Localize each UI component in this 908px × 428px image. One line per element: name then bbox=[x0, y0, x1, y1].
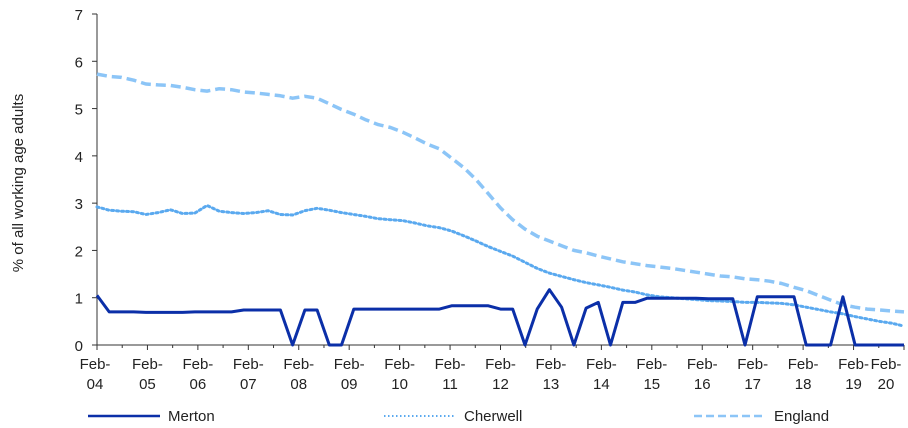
x-tick-label-month: Feb- bbox=[871, 356, 902, 373]
series-line-england bbox=[96, 72, 905, 314]
x-tick-label-year: 09 bbox=[341, 376, 358, 393]
x-tick-label-month: Feb- bbox=[838, 356, 869, 373]
y-tick-label: 7 bbox=[75, 7, 83, 24]
legend: Merton Cherwell England bbox=[88, 408, 829, 425]
x-tick-label-month: Feb- bbox=[435, 356, 466, 373]
y-tick-label: 1 bbox=[75, 291, 83, 308]
y-axis-title: % of all working age adults bbox=[10, 94, 27, 272]
legend-label-cherwell: Cherwell bbox=[464, 408, 522, 425]
x-tick-label-month: Feb- bbox=[132, 356, 163, 373]
x-tick-label-month: Feb- bbox=[586, 356, 617, 373]
x-tick-label-year: 06 bbox=[190, 376, 207, 393]
y-tick-label: 3 bbox=[75, 196, 83, 213]
series-layer bbox=[95, 72, 906, 347]
legend-label-merton: Merton bbox=[168, 408, 215, 425]
x-tick-label-year: 07 bbox=[240, 376, 257, 393]
x-tick-label-month: Feb- bbox=[384, 356, 415, 373]
x-tick-label-year: 05 bbox=[139, 376, 156, 393]
legend-label-england: England bbox=[774, 408, 829, 425]
x-tick-label-month: Feb- bbox=[737, 356, 768, 373]
x-tick-label-year: 19 bbox=[845, 376, 862, 393]
x-tick-label-year: 13 bbox=[543, 376, 560, 393]
x-tick-label-year: 18 bbox=[795, 376, 812, 393]
x-tick-label-month: Feb- bbox=[636, 356, 667, 373]
x-tick-label-year: 15 bbox=[643, 376, 660, 393]
x-tick-label-month: Feb- bbox=[80, 356, 111, 373]
x-tick-label-month: Feb- bbox=[485, 356, 516, 373]
y-tick-label: 4 bbox=[75, 149, 83, 166]
x-tick-label-year: 16 bbox=[694, 376, 711, 393]
x-tick-label-month: Feb- bbox=[233, 356, 264, 373]
y-tick-label: 0 bbox=[75, 338, 83, 355]
x-tick-label-month: Feb- bbox=[283, 356, 314, 373]
x-tick-label-month: Feb- bbox=[687, 356, 718, 373]
x-tick-label-month: Feb- bbox=[334, 356, 365, 373]
x-tick-label-year: 14 bbox=[593, 376, 610, 393]
x-tick-label-year: 11 bbox=[442, 376, 458, 393]
y-tick-label: 2 bbox=[75, 243, 83, 260]
x-tick-label-year: 17 bbox=[744, 376, 761, 393]
x-tick-label-month: Feb- bbox=[788, 356, 819, 373]
x-tick-label-year: 20 bbox=[878, 376, 895, 393]
series-line-merton bbox=[95, 288, 904, 347]
series-line-cherwell bbox=[95, 204, 906, 328]
x-tick-label-month: Feb- bbox=[182, 356, 213, 373]
x-tick-label-year: 10 bbox=[391, 376, 408, 393]
x-axis: Feb- 04 Feb- 05 Feb- 06 Feb- 07 Feb- 08 Feb- 09 Feb-… bbox=[80, 344, 905, 393]
x-tick-label-year: 04 bbox=[87, 376, 104, 393]
y-axis: 0 1 2 3 4 5 6 7 bbox=[75, 7, 98, 355]
y-tick-label: 5 bbox=[75, 102, 83, 119]
x-tick-label-month: Feb- bbox=[536, 356, 567, 373]
x-tick-label-year: 08 bbox=[290, 376, 307, 393]
x-tick-label-year: 12 bbox=[492, 376, 509, 393]
y-tick-label: 6 bbox=[75, 54, 83, 71]
